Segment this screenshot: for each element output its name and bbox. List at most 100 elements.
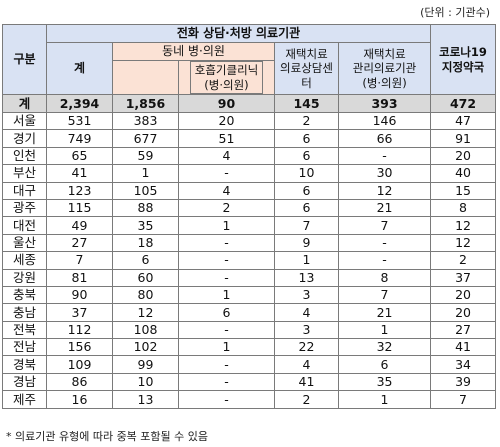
cell-counsel: 22 <box>274 338 339 357</box>
cell-clinic: 1,856 <box>112 94 179 113</box>
cell-clinic: 10 <box>112 372 179 392</box>
cell-total: 49 <box>46 216 113 235</box>
table-row: 제주 16 13-2 1 7 <box>2 390 497 409</box>
cell-clinic: 13 <box>112 390 179 409</box>
cell-respiratory: 1 <box>178 338 275 357</box>
cell-region: 경기 <box>2 129 47 148</box>
cell-counsel: 3 <box>274 320 339 340</box>
header-clinic-subtotal <box>112 60 179 95</box>
cell-counsel: 6 <box>274 198 339 218</box>
header-pharmacy-line1: 코로나19 <box>439 45 487 60</box>
unit-note: (단위 : 기관수) <box>420 6 490 19</box>
cell-total: 90 <box>46 285 113 305</box>
cell-region: 계 <box>2 94 47 113</box>
cell-manage: 146 <box>337 111 432 131</box>
cell-respiratory: - <box>178 390 275 409</box>
cell-counsel: 4 <box>274 355 339 374</box>
cell-pharmacy: 47 <box>430 111 497 131</box>
cell-counsel: 6 <box>274 146 339 166</box>
table-row: 대전 49 35 1 7 7 12 <box>2 216 497 235</box>
cell-manage: 30 <box>337 164 432 183</box>
cell-region: 전남 <box>2 338 47 357</box>
header-home-manage-line3: (병·의원) <box>362 75 407 90</box>
cell-region: 강원 <box>2 268 47 287</box>
cell-total: 65 <box>46 146 113 166</box>
cell-total: 123 <box>46 181 113 200</box>
cell-respiratory: 20 <box>178 111 275 131</box>
cell-pharmacy: 41 <box>430 338 497 357</box>
cell-respiratory: - <box>178 372 275 392</box>
cell-respiratory: 1 <box>178 285 275 305</box>
cell-pharmacy: 39 <box>430 372 497 392</box>
cell-manage: - <box>337 251 432 270</box>
header-home-counsel-line1: 재택치료 <box>285 46 328 61</box>
cell-total: 531 <box>46 111 113 131</box>
cell-manage: 7 <box>337 216 432 235</box>
cell-manage: 21 <box>337 198 432 218</box>
table-row: 경북 109 99-4 6 34 <box>2 355 497 374</box>
cell-pharmacy: 7 <box>430 390 497 409</box>
cell-region: 경북 <box>2 355 47 374</box>
cell-manage: 35 <box>337 372 432 392</box>
cell-counsel: 3 <box>274 285 339 305</box>
cell-region: 충남 <box>2 303 47 322</box>
cell-respiratory: - <box>178 320 275 340</box>
cell-pharmacy: 20 <box>430 285 497 305</box>
cell-region: 세종 <box>2 251 47 270</box>
header-respiratory-line1: 호흡기클리닉 <box>194 63 259 78</box>
cell-manage: - <box>337 146 432 166</box>
cell-counsel: 41 <box>274 372 339 392</box>
header-total: 계 <box>46 42 113 95</box>
cell-total: 115 <box>46 198 113 218</box>
cell-total: 749 <box>46 129 113 148</box>
cell-counsel: 10 <box>274 164 339 183</box>
cell-pharmacy: 20 <box>430 146 497 166</box>
cell-pharmacy: 40 <box>430 164 497 183</box>
table-row: 대구 123 105 4 6 12 15 <box>2 181 497 200</box>
cell-total: 7 <box>46 251 113 270</box>
cell-manage: - <box>337 233 432 253</box>
clinic-table: 구분 전화 상담·처방 의료기관 코로나19 지정약국 계 동네 병·의원 재택… <box>2 24 497 409</box>
cell-clinic: 59 <box>112 146 179 166</box>
footnote: * 의료기관 유형에 따라 중복 포함될 수 있음 <box>6 430 209 443</box>
cell-clinic: 102 <box>112 338 179 357</box>
cell-clinic: 12 <box>112 303 179 322</box>
cell-pharmacy: 8 <box>430 198 497 218</box>
cell-clinic: 80 <box>112 285 179 305</box>
cell-counsel: 2 <box>274 111 339 131</box>
table-row: 전남 156 102 1 22 32 41 <box>2 338 497 357</box>
cell-manage: 32 <box>337 338 432 357</box>
cell-counsel: 7 <box>274 216 339 235</box>
header-group-title: 전화 상담·처방 의료기관 <box>45 24 432 43</box>
cell-region: 제주 <box>2 390 47 409</box>
cell-manage: 8 <box>337 268 432 287</box>
cell-clinic: 99 <box>112 355 179 374</box>
table-row: 울산 27 18-9-12 <box>2 233 497 253</box>
cell-pharmacy: 2 <box>430 251 497 270</box>
cell-respiratory: 6 <box>178 303 275 322</box>
cell-counsel: 145 <box>274 94 339 113</box>
header-home-manage-line1: 재택치료 <box>363 46 406 61</box>
cell-clinic: 1 <box>112 164 179 183</box>
cell-region: 부산 <box>2 164 47 183</box>
cell-total: 109 <box>46 355 113 374</box>
header-respiratory: 호흡기클리닉 (병·의원) <box>178 60 275 95</box>
table-row: 인천 65 59 4 6-20 <box>2 146 497 166</box>
cell-pharmacy: 12 <box>430 233 497 253</box>
respiratory-box: 호흡기클리닉 (병·의원) <box>189 61 264 94</box>
cell-total: 86 <box>46 372 113 392</box>
cell-region: 대구 <box>2 181 47 200</box>
cell-respiratory: 4 <box>178 146 275 166</box>
cell-respiratory: - <box>178 268 275 287</box>
cell-counsel: 9 <box>274 233 339 253</box>
cell-manage: 6 <box>337 355 432 374</box>
cell-pharmacy: 34 <box>430 355 497 374</box>
cell-clinic: 108 <box>112 320 179 340</box>
cell-pharmacy: 37 <box>430 268 497 287</box>
cell-respiratory: 90 <box>178 94 275 113</box>
cell-manage: 1 <box>337 320 432 340</box>
table-row: 세종 7 6-1-2 <box>2 251 497 270</box>
table-row: 충북 90 80 1 3 7 20 <box>2 285 497 305</box>
cell-respiratory: 1 <box>178 216 275 235</box>
cell-manage: 66 <box>337 129 432 148</box>
